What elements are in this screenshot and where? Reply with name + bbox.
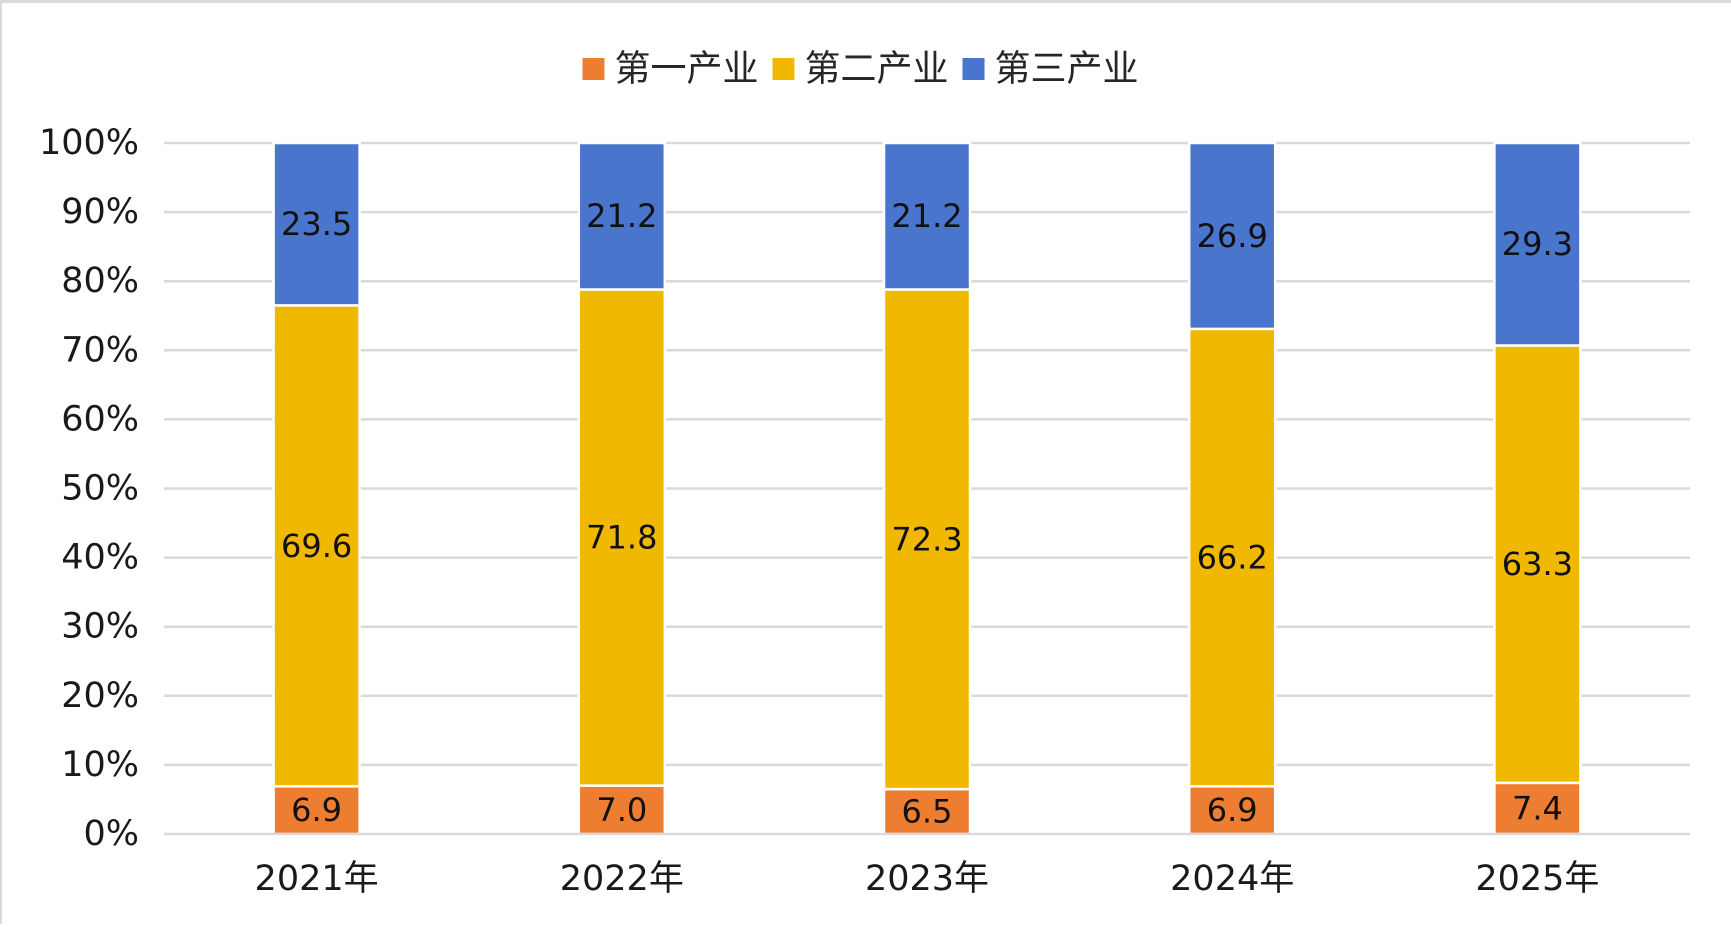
y-tick-label: 0%	[83, 814, 139, 854]
data-label: 7.0	[596, 791, 647, 829]
data-label: 6.9	[291, 791, 342, 829]
legend-label: 第二产业	[805, 49, 949, 90]
bar-segments	[272, 141, 1582, 836]
data-label: 6.5	[902, 793, 953, 831]
y-tick-label: 70%	[61, 330, 139, 370]
data-label: 66.2	[1197, 539, 1268, 577]
legend: 第一产业 第二产业 第三产业	[582, 49, 1139, 90]
bar-segment	[1493, 781, 1582, 836]
bar-segment	[272, 304, 361, 788]
data-label: 21.2	[586, 197, 657, 235]
y-tick-label: 30%	[61, 607, 139, 647]
bar-segment	[1187, 141, 1277, 331]
bar-segment	[882, 141, 972, 291]
bar-segment	[882, 787, 972, 836]
bar-segment	[1187, 327, 1277, 788]
bar-segment	[1493, 141, 1582, 347]
data-label: 71.8	[586, 519, 657, 557]
data-label: 69.6	[281, 527, 352, 565]
data-label: 21.2	[891, 197, 962, 235]
stacked-bar-chart: 6.9 69.6 23.5 7.0 71.8 21.2 6.5 72.3 21.2 6.9 66.2…	[39, 49, 1690, 899]
bar-segment	[577, 141, 667, 291]
data-label: 7.4	[1512, 789, 1563, 827]
x-tick-label: 2022年	[560, 859, 684, 899]
data-labels: 6.9 69.6 23.5 7.0 71.8 21.2 6.5 72.3 21.2 6.9 66.2…	[281, 197, 1573, 830]
y-tick-label: 10%	[61, 745, 139, 785]
legend-label: 第一产业	[615, 49, 759, 90]
x-tick-label: 2021年	[255, 859, 379, 899]
data-label: 63.3	[1502, 545, 1573, 583]
data-label: 6.9	[1207, 791, 1258, 829]
y-tick-label: 40%	[61, 538, 139, 578]
legend-label: 第三产业	[995, 49, 1139, 90]
bar-segment	[272, 141, 361, 307]
y-tick-label: 80%	[61, 261, 139, 301]
data-label: 23.5	[281, 205, 352, 243]
axes: 0% 10% 20% 30% 40% 50% 60% 70% 80% 90% 100% 2021年 20…	[39, 123, 1690, 899]
y-tick-label: 90%	[61, 192, 139, 232]
legend-swatch	[772, 58, 795, 80]
data-label: 26.9	[1197, 217, 1268, 255]
bar-segment	[577, 288, 667, 787]
y-tick-label: 20%	[61, 676, 139, 716]
bar-segment	[577, 784, 667, 836]
bar-segment	[1187, 785, 1277, 836]
x-tick-label: 2023年	[865, 859, 989, 899]
y-tick-label: 50%	[61, 469, 139, 509]
bar-segment	[882, 288, 972, 791]
y-tick-label: 100%	[39, 123, 139, 163]
legend-swatch	[582, 58, 605, 80]
y-tick-label: 60%	[61, 399, 139, 439]
x-tick-label: 2025年	[1475, 859, 1599, 899]
data-label: 72.3	[891, 520, 962, 558]
x-tick-label: 2024年	[1170, 859, 1294, 899]
data-label: 29.3	[1502, 225, 1573, 263]
legend-swatch	[962, 58, 985, 80]
